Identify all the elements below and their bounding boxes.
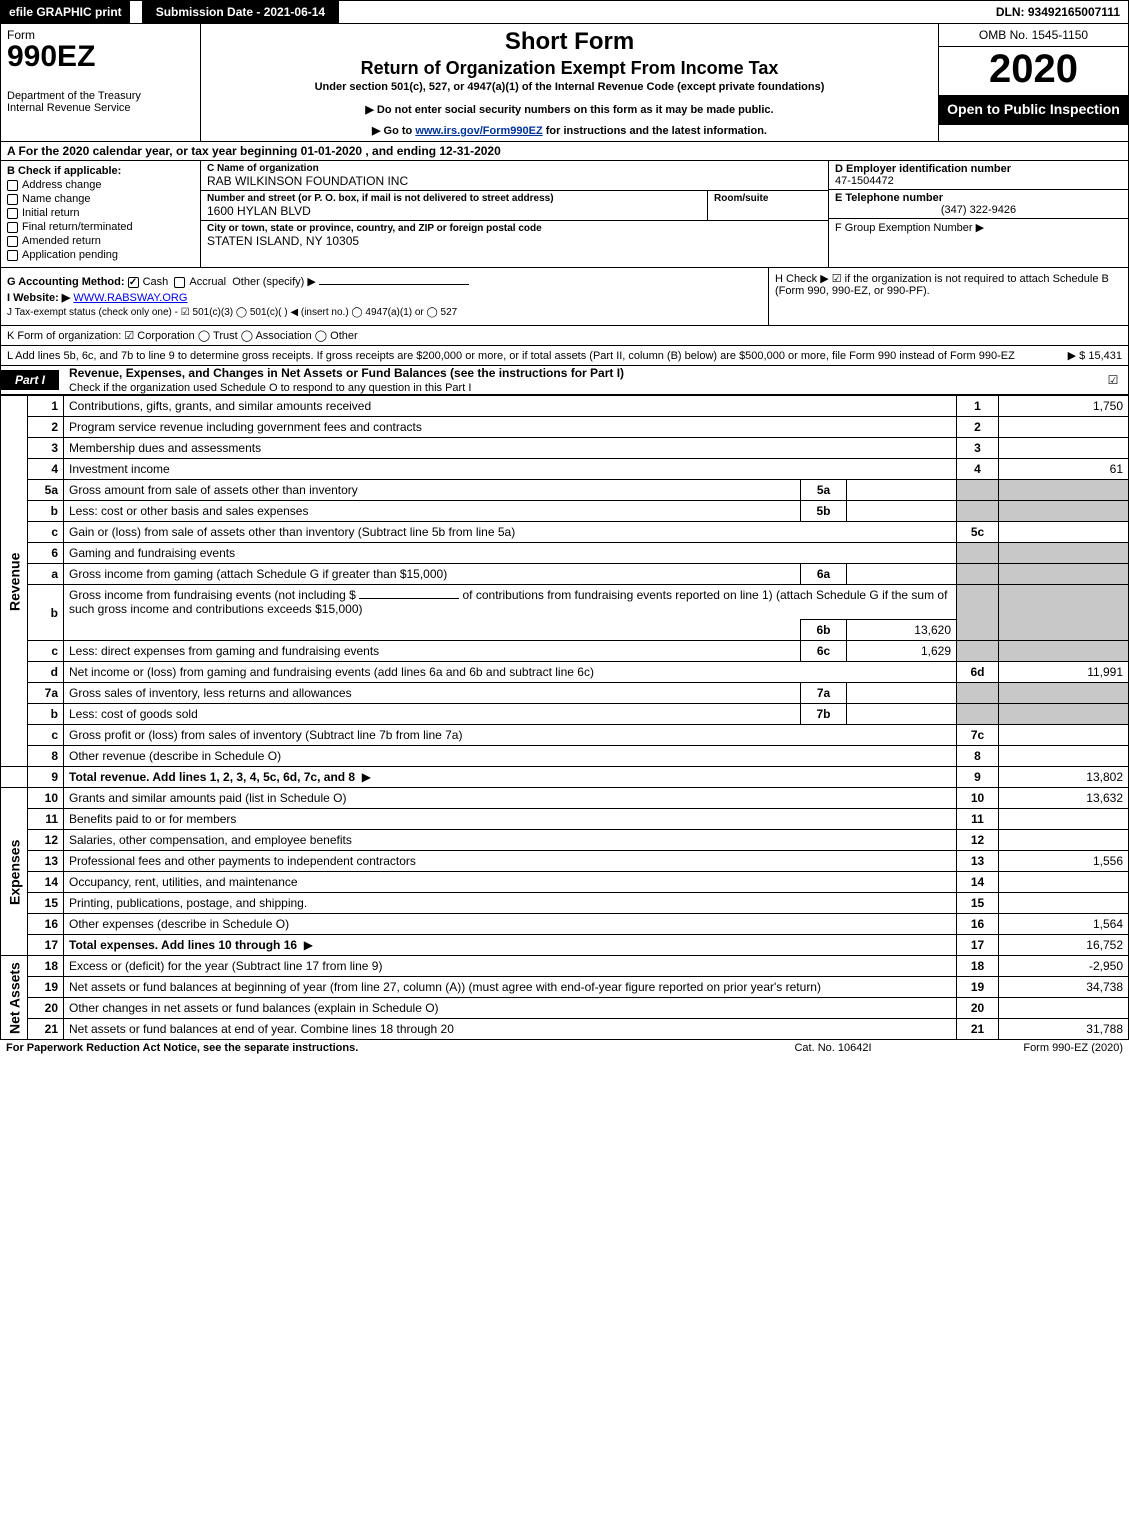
dept-treasury: Department of the Treasury (7, 90, 194, 102)
lines-g-to-j: G Accounting Method: Cash Accrual Other … (0, 268, 1129, 326)
line-h: H Check ▶ ☑ if the organization is not r… (768, 268, 1128, 325)
row-2: 2 Program service revenue including gove… (1, 417, 1129, 438)
row-16: 16 Other expenses (describe in Schedule … (1, 914, 1129, 935)
section-netassets: Net Assets (1, 956, 28, 1040)
form-id-block: Form 990EZ Department of the Treasury In… (1, 24, 201, 141)
street-value: 1600 HYLAN BLVD (207, 204, 701, 218)
phone-label: E Telephone number (835, 192, 1122, 204)
row-5c: c Gain or (loss) from sale of assets oth… (1, 522, 1129, 543)
row-6d: d Net income or (loss) from gaming and f… (1, 662, 1129, 683)
row-3: 3 Membership dues and assessments 3 (1, 438, 1129, 459)
website-link[interactable]: WWW.RABSWAY.ORG (73, 292, 187, 304)
row-20: 20 Other changes in net assets or fund b… (1, 998, 1129, 1019)
row-15: 15 Printing, publications, postage, and … (1, 893, 1129, 914)
row-10: Expenses 10 Grants and similar amounts p… (1, 788, 1129, 809)
part1-table: Revenue 1 Contributions, gifts, grants, … (0, 395, 1129, 1040)
row-11: 11 Benefits paid to or for members 11 (1, 809, 1129, 830)
ein-label: D Employer identification number (835, 163, 1122, 175)
city-value: STATEN ISLAND, NY 10305 (207, 234, 822, 248)
row-21: 21 Net assets or fund balances at end of… (1, 1019, 1129, 1040)
title-short-form: Short Form (209, 28, 930, 56)
row-7b: b Less: cost of goods sold 7b (1, 704, 1129, 725)
row-8: 8 Other revenue (describe in Schedule O)… (1, 746, 1129, 767)
section-revenue: Revenue (1, 396, 28, 767)
row-17: 17 Total expenses. Add lines 10 through … (1, 935, 1129, 956)
footer-cat: Cat. No. 10642I (743, 1042, 923, 1054)
footer-left: For Paperwork Reduction Act Notice, see … (6, 1042, 743, 1054)
header-right-block: OMB No. 1545-1150 2020 Open to Public In… (938, 24, 1128, 141)
title-return: Return of Organization Exempt From Incom… (209, 58, 930, 79)
org-name-label: C Name of organization (207, 163, 822, 174)
section-expenses: Expenses (1, 788, 28, 956)
part1-header: Part I Revenue, Expenses, and Changes in… (0, 366, 1129, 395)
line-j: J Tax-exempt status (check only one) - ☑… (7, 307, 762, 318)
phone-value: (347) 322-9426 (835, 204, 1122, 216)
org-name: RAB WILKINSON FOUNDATION INC (207, 174, 822, 188)
city-label: City or town, state or province, country… (207, 223, 822, 234)
irs-link[interactable]: www.irs.gov/Form990EZ (415, 125, 542, 137)
footer-form: Form 990-EZ (2020) (923, 1042, 1123, 1054)
ein-value: 47-1504472 (835, 175, 1122, 187)
ssn-warning: ▶ Do not enter social security numbers o… (209, 103, 930, 116)
row-4: 4 Investment income 4 61 (1, 459, 1129, 480)
row-6a: a Gross income from gaming (attach Sched… (1, 564, 1129, 585)
page-footer: For Paperwork Reduction Act Notice, see … (0, 1040, 1129, 1056)
row-1: Revenue 1 Contributions, gifts, grants, … (1, 396, 1129, 417)
row-6c: c Less: direct expenses from gaming and … (1, 641, 1129, 662)
chk-final-return[interactable] (7, 222, 18, 233)
tax-year: 2020 (939, 47, 1128, 95)
line-l-amount: ▶ $ 15,431 (1060, 349, 1122, 362)
line-a-tax-year: A For the 2020 calendar year, or tax yea… (0, 142, 1129, 161)
entity-info-block: B Check if applicable: Address change Na… (0, 161, 1129, 268)
line-i: I Website: ▶ WWW.RABSWAY.ORG (7, 291, 762, 304)
chk-cash[interactable] (128, 277, 139, 288)
chk-accrual[interactable] (174, 277, 185, 288)
row-6: 6 Gaming and fundraising events (1, 543, 1129, 564)
row-5b: b Less: cost or other basis and sales ex… (1, 501, 1129, 522)
line-g: G Accounting Method: Cash Accrual Other … (7, 275, 762, 288)
form-title-block: Short Form Return of Organization Exempt… (201, 24, 938, 141)
line-l: L Add lines 5b, 6c, and 7b to line 9 to … (0, 346, 1129, 366)
row-18: Net Assets 18 Excess or (deficit) for th… (1, 956, 1129, 977)
part1-title: Revenue, Expenses, and Changes in Net As… (69, 366, 624, 380)
under-section: Under section 501(c), 527, or 4947(a)(1)… (209, 81, 930, 93)
street-label: Number and street (or P. O. box, if mail… (207, 193, 701, 204)
row-14: 14 Occupancy, rent, utilities, and maint… (1, 872, 1129, 893)
room-label: Room/suite (714, 193, 822, 204)
top-bar: efile GRAPHIC print Submission Date - 20… (0, 0, 1129, 24)
form-number: 990EZ (7, 42, 194, 72)
row-12: 12 Salaries, other compensation, and emp… (1, 830, 1129, 851)
box-b: B Check if applicable: Address change Na… (1, 161, 201, 267)
chk-application-pending[interactable] (7, 250, 18, 261)
box-b-label: B Check if applicable: (7, 165, 194, 177)
box-c: C Name of organization RAB WILKINSON FOU… (201, 161, 828, 267)
row-19: 19 Net assets or fund balances at beginn… (1, 977, 1129, 998)
part1-tab: Part I (1, 370, 59, 390)
part1-sub: Check if the organization used Schedule … (69, 382, 471, 394)
chk-address-change[interactable] (7, 180, 18, 191)
dept-irs: Internal Revenue Service (7, 102, 194, 114)
row-5a: 5a Gross amount from sale of assets othe… (1, 480, 1129, 501)
box-d-e-f: D Employer identification number 47-1504… (828, 161, 1128, 267)
form-header: Form 990EZ Department of the Treasury In… (0, 24, 1129, 142)
row-9: 9 Total revenue. Add lines 1, 2, 3, 4, 5… (1, 767, 1129, 788)
open-to-public: Open to Public Inspection (939, 95, 1128, 125)
efile-print-label[interactable]: efile GRAPHIC print (1, 1, 130, 23)
goto-line: ▶ Go to www.irs.gov/Form990EZ for instru… (209, 124, 930, 137)
chk-amended-return[interactable] (7, 236, 18, 247)
dln-label: DLN: 93492165007111 (988, 1, 1128, 23)
row-13: 13 Professional fees and other payments … (1, 851, 1129, 872)
group-exemption-label: F Group Exemption Number ▶ (835, 221, 1122, 234)
row-7a: 7a Gross sales of inventory, less return… (1, 683, 1129, 704)
chk-name-change[interactable] (7, 194, 18, 205)
chk-initial-return[interactable] (7, 208, 18, 219)
submission-date-label: Submission Date - 2021-06-14 (138, 1, 339, 23)
omb-number: OMB No. 1545-1150 (939, 24, 1128, 47)
line-k: K Form of organization: ☑ Corporation ◯ … (0, 326, 1129, 346)
part1-checkbox[interactable]: ☑ (1098, 373, 1128, 387)
row-7c: c Gross profit or (loss) from sales of i… (1, 725, 1129, 746)
row-6b-1: b Gross income from fundraising events (… (1, 585, 1129, 620)
